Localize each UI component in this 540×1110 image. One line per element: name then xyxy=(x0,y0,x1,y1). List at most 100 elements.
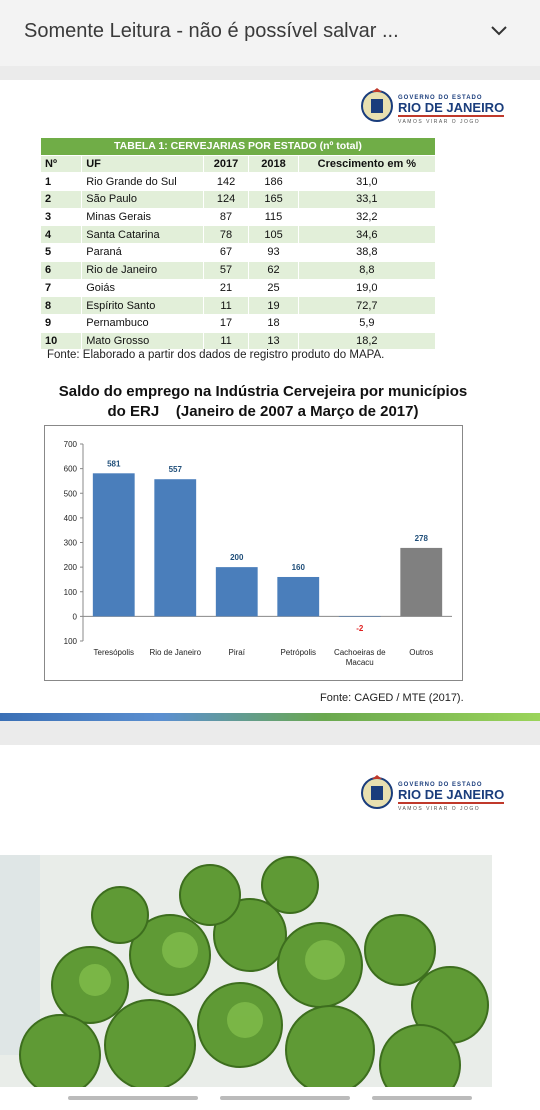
table-row: 8 Espírito Santo 11 19 72,7 xyxy=(39,296,437,315)
table-cell: 5,9 xyxy=(297,313,437,333)
value-label: 581 xyxy=(107,459,121,468)
value-label: 557 xyxy=(169,465,183,474)
table-cell: 93 xyxy=(248,243,299,262)
y-tick-label: 500 xyxy=(64,489,78,498)
table-cell: 67 xyxy=(202,243,250,262)
table-cell: 105 xyxy=(248,225,299,245)
table-cell: 11 xyxy=(202,331,250,351)
table-cell: 2 xyxy=(39,190,83,209)
x-tick-label: Petrópolis xyxy=(280,648,317,657)
table-title: TABELA 1: CERVEJARIAS POR ESTADO (nº tot… xyxy=(40,137,436,156)
table-source: Fonte: Elaborado a partir dos dados de r… xyxy=(47,349,385,361)
chart-source: Fonte: CAGED / MTE (2017). xyxy=(320,692,464,704)
table-cell: 31,0 xyxy=(297,172,437,192)
table-cell: 6 xyxy=(39,260,83,280)
bar xyxy=(92,473,135,617)
table-cell: 18 xyxy=(248,313,299,333)
table-cell: 1 xyxy=(39,172,83,192)
breweries-table: TABELA 1: CERVEJARIAS POR ESTADO (nº tot… xyxy=(39,137,437,351)
table-cell: Pernambuco xyxy=(81,313,204,333)
y-tick-label: 400 xyxy=(64,514,78,523)
chart: 100 0 100 200 300 400 500 600 700 581 557 200 160 -2 2… xyxy=(64,440,452,646)
table-cell: 5 xyxy=(39,243,83,262)
x-tick-label: Teresópolis xyxy=(93,648,134,657)
y-tick-label: 300 xyxy=(64,539,78,548)
column-header: Crescimento em % xyxy=(297,154,437,174)
chart-frame: 100 0 100 200 300 400 500 600 700 581 557 200 160 -2 2… xyxy=(44,425,463,681)
logo-line: VAMOS VIRAR O JOGO xyxy=(398,806,481,812)
table-cell: Santa Catarina xyxy=(81,225,204,245)
table-cell: Espírito Santo xyxy=(81,296,204,315)
bar xyxy=(215,567,258,617)
table-cell: 8,8 xyxy=(297,260,437,280)
logo-line: VAMOS VIRAR O JOGO xyxy=(398,119,481,125)
logo-line: RIO DE JANEIRO xyxy=(398,787,505,804)
table-cell: 142 xyxy=(202,172,250,192)
table-cell: 32,2 xyxy=(297,207,437,227)
y-tick-label: 100 xyxy=(64,588,78,597)
column-header: 2017 xyxy=(202,154,250,174)
table-cell: Paraná xyxy=(81,243,204,262)
scroll-indicator xyxy=(68,1096,198,1100)
table-cell: 38,8 xyxy=(297,243,437,262)
table-cell: Rio Grande do Sul xyxy=(81,172,204,192)
page-stripe xyxy=(0,713,540,721)
y-tick-label: 600 xyxy=(64,465,78,474)
table-cell: 165 xyxy=(248,190,299,209)
bar xyxy=(277,576,320,617)
table-cell: 9 xyxy=(39,313,83,333)
x-tick-label: Rio de Janeiro xyxy=(149,648,202,657)
logo-text: GOVERNO DO ESTADO RIO DE JANEIRO VAMOS VIR… xyxy=(398,95,505,125)
table-row: 10 Mato Grosso 11 13 18,2 xyxy=(39,331,437,351)
y-tick-label: 100 xyxy=(64,637,78,646)
table-cell: 18,2 xyxy=(297,331,437,351)
logo-line: GOVERNO DO ESTADO xyxy=(398,95,483,101)
table-cell: Rio de Janeiro xyxy=(81,260,204,280)
bar xyxy=(154,479,197,617)
table-cell: 10 xyxy=(39,331,83,351)
table-cell: 115 xyxy=(248,207,299,227)
x-tick-label: Piraí xyxy=(228,648,245,657)
coat-of-arms xyxy=(361,88,393,122)
bar xyxy=(400,547,443,617)
y-tick-label: 200 xyxy=(64,563,78,572)
table-cell: São Paulo xyxy=(81,190,204,209)
scroll-indicator xyxy=(372,1096,472,1100)
table-cell: 62 xyxy=(248,260,299,280)
table-cell: 11 xyxy=(202,296,250,315)
y-tick-label: 700 xyxy=(64,440,78,449)
column-header: Nº xyxy=(39,154,83,174)
scroll-indicator xyxy=(220,1096,350,1100)
table-row: 6 Rio de Janeiro 57 62 8,8 xyxy=(39,260,437,280)
table-row: 7 Goiás 21 25 19,0 xyxy=(39,278,437,298)
hops-photo xyxy=(0,855,492,1087)
table-cell: 72,7 xyxy=(297,296,437,315)
read-only-notice: Somente Leitura - não é possível salvar … xyxy=(24,20,399,42)
column-header: 2018 xyxy=(248,154,299,174)
table-cell: 8 xyxy=(39,296,83,315)
table-row: 2 São Paulo 124 165 33,1 xyxy=(39,190,437,209)
y-tick-label: 0 xyxy=(73,612,78,621)
x-tick-label: Outros xyxy=(409,648,434,657)
logo-text: GOVERNO DO ESTADO RIO DE JANEIRO VAMOS VIR… xyxy=(398,782,505,812)
value-label: -2 xyxy=(356,624,364,633)
table-cell: 87 xyxy=(202,207,250,227)
table-cell: 19 xyxy=(248,296,299,315)
logo-line: RIO DE JANEIRO xyxy=(398,100,505,117)
table-row: 1 Rio Grande do Sul 142 186 31,0 xyxy=(39,172,437,192)
value-label: 278 xyxy=(415,534,429,543)
table-cell: 3 xyxy=(39,207,83,227)
value-label: 160 xyxy=(292,563,306,572)
expand-chevron[interactable] xyxy=(490,25,508,37)
table-cell: 7 xyxy=(39,278,83,298)
table-cell: Minas Gerais xyxy=(81,207,204,227)
table-cell: Goiás xyxy=(81,278,204,298)
table-cell: 186 xyxy=(248,172,299,192)
table-cell: Mato Grosso xyxy=(81,331,204,351)
column-header: UF xyxy=(81,154,204,174)
table-row: 3 Minas Gerais 87 115 32,2 xyxy=(39,207,437,227)
table-cell: 124 xyxy=(202,190,250,209)
coat-of-arms xyxy=(361,775,393,809)
table-cell: 78 xyxy=(202,225,250,245)
